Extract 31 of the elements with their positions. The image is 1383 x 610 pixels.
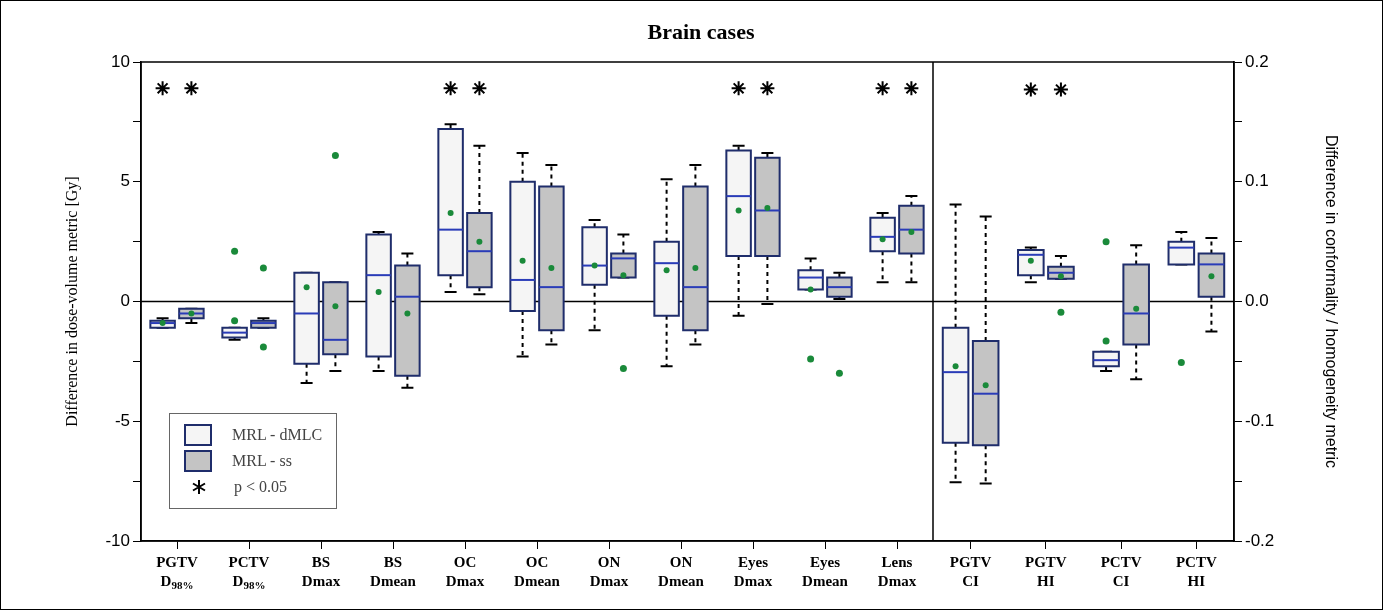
y2-tick-label: 0.2 — [1245, 51, 1269, 71]
legend-label: MRL - dMLC — [232, 426, 323, 444]
x-tick-label: OC Dmax — [445, 553, 485, 591]
x-tick-label: PCTV HI — [1175, 553, 1217, 591]
y2-tick-label: 0.1 — [1245, 171, 1269, 191]
legend-label: p < 0.05 — [234, 478, 288, 496]
x-tick-label: PGTV HI — [1025, 553, 1067, 591]
x-tick-label: Eyes Dmax — [733, 553, 773, 591]
y2-axis-title: Difference in conformality / homogeneity metric — [1322, 134, 1340, 469]
x-tick-label: OC Dmean — [514, 553, 560, 591]
x-tick-label: Lens Dmax — [877, 553, 917, 591]
legend-label: MRL - ss — [232, 452, 292, 470]
y-tick-label: 10 — [111, 51, 130, 71]
y2-tick-label: -0.1 — [1245, 410, 1275, 430]
y2-tick-label: -0.2 — [1245, 530, 1275, 550]
chart-title: Brain cases — [646, 19, 756, 45]
x-tick-label: PCTV D$_{98%}$ — [228, 553, 270, 591]
y2-tick-label: 0.0 — [1245, 291, 1269, 311]
x-tick-label: BS Dmax — [301, 553, 341, 591]
x-tick-label: PGTV D$_{98%}$ — [156, 553, 198, 591]
y-tick-label: -5 — [114, 410, 130, 430]
y-tick-label: 5 — [120, 171, 130, 191]
y-tick-label: -10 — [105, 530, 130, 550]
x-tick-label: Eyes Dmean — [802, 553, 848, 591]
x-tick-label: PCTV CI — [1100, 553, 1142, 591]
x-tick-label: ON Dmean — [658, 553, 704, 591]
y-tick-label: 0 — [120, 291, 130, 311]
y-axis-title: Difference in dose-volume metric [Gy] — [62, 176, 81, 427]
x-tick-label: PGTV CI — [949, 553, 992, 591]
x-tick-label: ON Dmax — [589, 553, 629, 591]
x-tick-label: BS Dmean — [370, 553, 416, 591]
